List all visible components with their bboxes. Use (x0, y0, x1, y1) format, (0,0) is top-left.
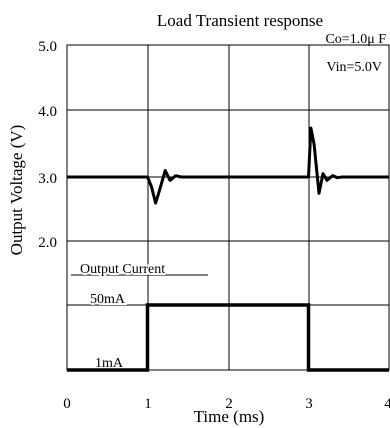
y-axis-label: Output Voltage (V) (7, 125, 26, 256)
series-output-current (67, 303, 389, 372)
plot-frame (66, 44, 390, 371)
chart-title: Load Transient response (157, 11, 323, 30)
vin-annotation: Vin=5.0V (326, 60, 382, 75)
current-high-label: 50mA (90, 292, 126, 307)
series-output-voltage (67, 126, 389, 205)
current-label: Output Current (80, 262, 165, 277)
grid (67, 45, 389, 370)
x-tick-3: 3 (305, 396, 313, 412)
y-tick-3: 3.0 (38, 171, 57, 187)
x-tick-0: 0 (63, 396, 71, 412)
x-tick-2: 2 (225, 396, 233, 412)
x-axis-label: Time (ms) (194, 407, 265, 426)
x-tick-4: 4 (384, 396, 390, 412)
y-tick-2: 2.0 (38, 235, 57, 251)
y-tick-5: 5.0 (38, 39, 57, 55)
x-tick-1: 1 (144, 396, 152, 412)
capacitance-annotation: Co=1.0μ F (325, 32, 386, 47)
y-tick-4: 4.0 (38, 104, 57, 120)
